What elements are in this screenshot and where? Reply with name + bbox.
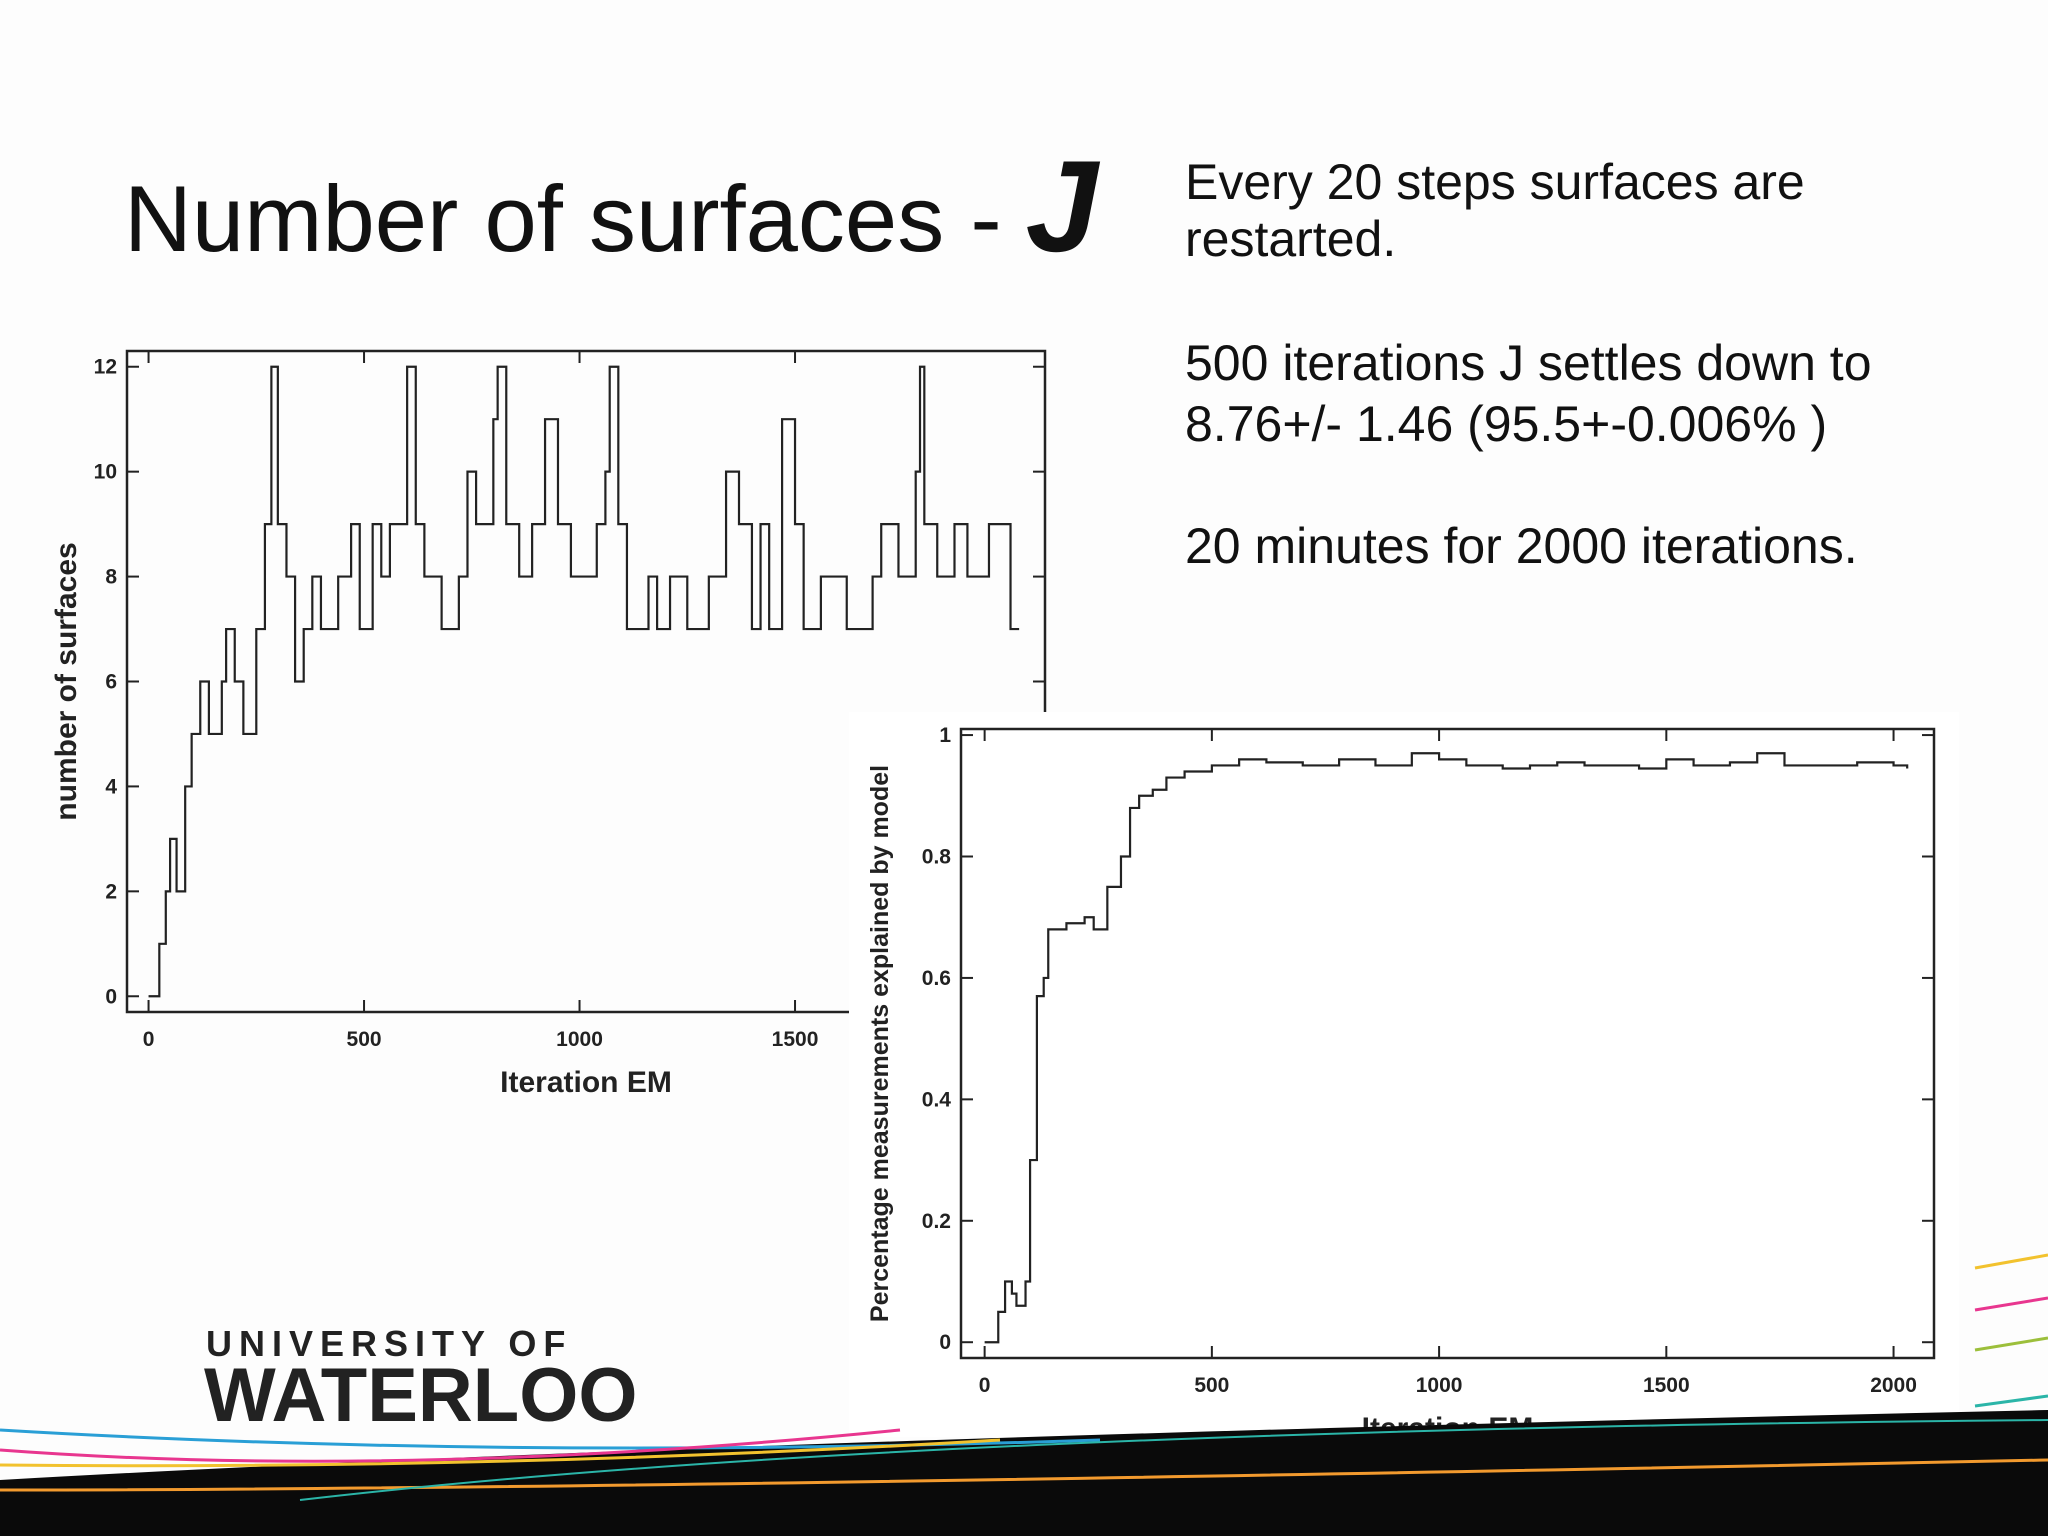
y-tick-label: 8 — [105, 566, 117, 589]
y-tick-label: 0.6 — [922, 967, 951, 990]
x-tick-label: 500 — [1194, 1374, 1229, 1397]
logo-line: UNIVERSITY OF — [206, 1323, 572, 1364]
chart: 0 2 4 6 8 10 12 0 500 1000 1500 Iteration EM number … — [50, 349, 1047, 1099]
y-tick-label: 4 — [105, 775, 117, 798]
note: restarted. — [1185, 211, 1396, 267]
note: 20 minutes for 2000 iterations. — [1185, 518, 1858, 574]
x-axis-label: Iteration EM — [500, 1066, 672, 1099]
x-tick-label: 1000 — [556, 1028, 603, 1051]
logo-wordmark: WATERLOO — [204, 1353, 637, 1438]
plot-frame — [125, 349, 1047, 1014]
x-tick-label: 1500 — [772, 1028, 819, 1051]
chart-background — [849, 712, 1959, 1437]
y-tick-label: 10 — [94, 461, 117, 484]
chart: 00.20.40.60.810500100015002000Iteration … — [849, 712, 1959, 1445]
x-tick-label: 500 — [347, 1028, 382, 1051]
data-line — [984, 752, 1909, 1344]
y-tick-label: 0.2 — [922, 1210, 951, 1233]
y-tick-label: 2 — [105, 880, 117, 903]
x-tick-label: 1000 — [1416, 1374, 1463, 1397]
y-axis-label: number of surfaces — [50, 542, 83, 820]
y-tick-label: 1 — [939, 724, 951, 747]
x-tick-label: 2000 — [1870, 1374, 1917, 1397]
y-tick-label: 0 — [939, 1331, 951, 1354]
data-line — [148, 365, 1020, 998]
decorative-swoosh — [0, 1253, 2048, 1536]
y-tick-label: 6 — [105, 671, 117, 694]
x-tick-label: 0 — [143, 1028, 155, 1051]
plot-area — [984, 752, 1909, 1344]
note: 8.76+/- 1.46 (95.5+-0.006% ) — [1185, 396, 1827, 452]
x-tick-label: 1500 — [1643, 1374, 1690, 1397]
title-symbol: J — [1026, 133, 1101, 279]
x-tick-label: 0 — [979, 1374, 991, 1397]
y-tick-label: 0.8 — [922, 846, 952, 869]
note: 500 iterations J settles down to — [1185, 335, 1872, 391]
note: Every 20 steps surfaces are — [1185, 154, 1805, 210]
y-tick-label: 0 — [105, 985, 117, 1008]
plot-frame — [959, 727, 1936, 1360]
y-axis-label: Percentage measurements explained by mod… — [866, 765, 894, 1322]
y-tick-label: 12 — [94, 356, 117, 379]
y-tick-label: 0.4 — [922, 1088, 952, 1111]
slide-title: Number of surfaces - — [124, 166, 1002, 271]
plot-area — [148, 365, 1020, 998]
